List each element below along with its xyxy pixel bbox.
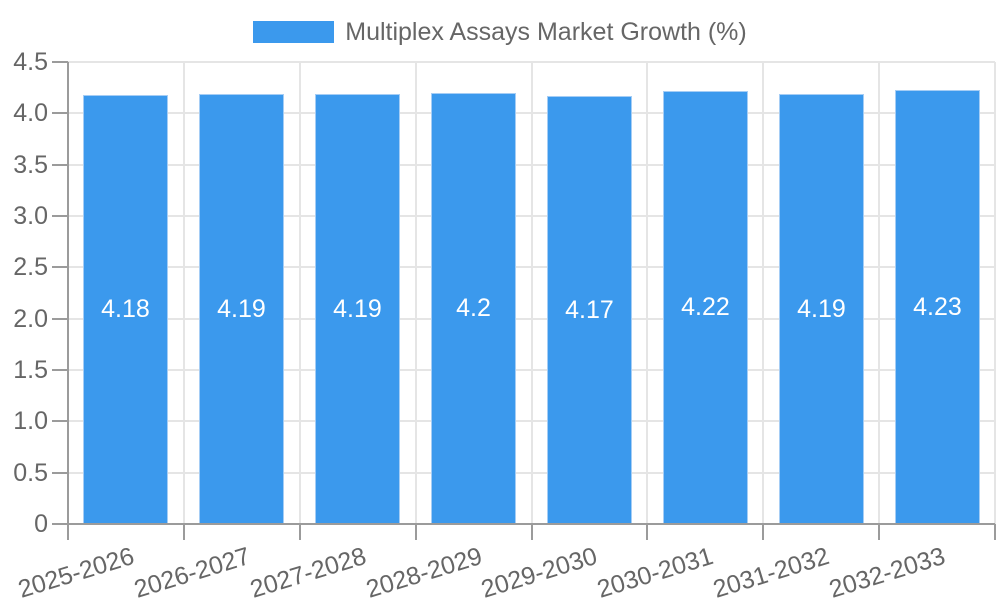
y-tick: [52, 112, 68, 115]
x-tick: [183, 524, 185, 540]
x-tick: [646, 524, 648, 540]
bar: [663, 91, 748, 524]
bar-value-label: 4.19: [333, 295, 382, 323]
bar-value-label: 4.19: [217, 295, 266, 323]
x-tick-label: 2029-2030: [478, 542, 601, 600]
legend-swatch: [253, 21, 335, 43]
y-tick: [52, 317, 68, 320]
x-tick: [531, 524, 533, 540]
bar: [895, 90, 980, 524]
y-tick-label: 3.0: [13, 202, 48, 230]
y-tick: [52, 266, 68, 269]
x-tick: [67, 524, 69, 540]
y-tick-label: 4.5: [13, 48, 48, 76]
x-tick: [299, 524, 301, 540]
x-tick-label: 2026-2027: [131, 542, 254, 600]
bar-value-label: 4.18: [101, 295, 150, 323]
x-tick: [994, 524, 996, 540]
x-tick-label: 2028-2029: [363, 542, 486, 600]
bar-value-label: 4.2: [456, 294, 491, 322]
y-tick-label: 3.5: [13, 151, 48, 179]
x-tick: [878, 524, 880, 540]
x-tick-label: 2031-2032: [710, 542, 833, 600]
legend-label: Multiplex Assays Market Growth (%): [345, 18, 747, 46]
x-gridline: [531, 62, 533, 524]
bar-value-label: 4.19: [797, 295, 846, 323]
y-tick-label: 4.0: [13, 99, 48, 127]
x-gridline: [762, 62, 764, 524]
y-tick-label: 1.5: [13, 356, 48, 384]
bar-value-label: 4.17: [565, 296, 614, 324]
x-gridline: [415, 62, 417, 524]
x-tick: [415, 524, 417, 540]
x-tick-label: 2032-2033: [826, 542, 949, 600]
y-tick: [52, 215, 68, 217]
x-gridline: [299, 62, 301, 524]
y-axis-line: [67, 62, 69, 540]
x-tick-label: 2025-2026: [15, 542, 138, 600]
x-gridline: [646, 62, 648, 524]
x-gridline: [994, 62, 996, 524]
x-tick: [762, 524, 764, 540]
x-gridline: [878, 62, 880, 524]
bar: [315, 94, 400, 524]
y-tick: [52, 61, 68, 63]
y-tick: [52, 420, 68, 423]
y-tick-label: 0: [34, 510, 48, 538]
x-tick-label: 2030-2031: [594, 542, 717, 600]
y-tick-label: 0.5: [13, 459, 48, 487]
y-tick: [52, 369, 68, 371]
y-tick-label: 2.5: [13, 253, 48, 281]
bar: [199, 94, 284, 524]
y-tick: [52, 163, 68, 166]
bar-value-label: 4.23: [913, 293, 962, 321]
y-tick-label: 2.0: [13, 305, 48, 333]
bar: [779, 94, 864, 524]
x-gridline: [183, 62, 185, 524]
legend-item[interactable]: Multiplex Assays Market Growth (%): [253, 19, 747, 45]
y-tick: [52, 523, 68, 525]
chart-legend: Multiplex Assays Market Growth (%): [0, 19, 1000, 45]
y-tick: [52, 471, 68, 474]
x-tick-label: 2027-2028: [247, 542, 370, 600]
y-tick-label: 1.0: [13, 407, 48, 435]
bar: [83, 95, 168, 524]
bar-value-label: 4.22: [681, 293, 730, 321]
